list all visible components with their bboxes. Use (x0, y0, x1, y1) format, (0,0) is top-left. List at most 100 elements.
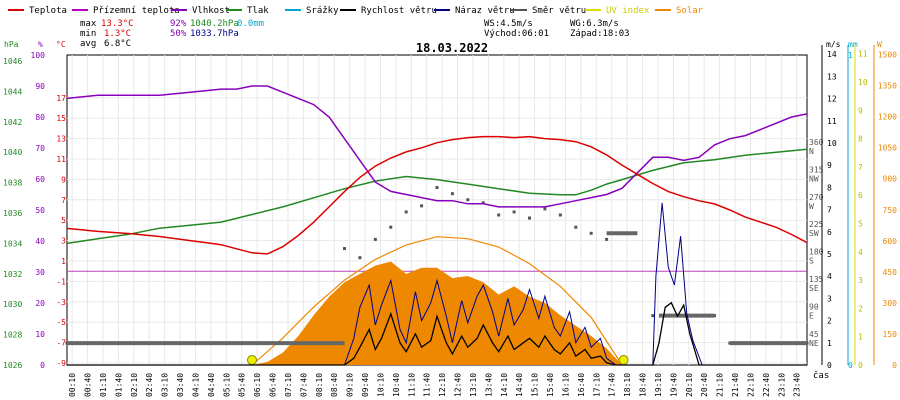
tick-label-wm2: 1500 (878, 51, 897, 60)
temperature-line (66, 135, 808, 255)
axis-unit-ms: m/s (826, 40, 841, 49)
tick-label-dir-name: E (809, 312, 814, 321)
legend-label: Srážky (306, 6, 339, 16)
wind-direction-point (373, 237, 377, 241)
wind-direction-point (435, 186, 439, 190)
legend-label: UV index (606, 6, 650, 16)
stat-avg-label: avg (80, 39, 96, 49)
tick-label-dir-deg: 270 (809, 193, 824, 202)
wind-speed-line (67, 301, 807, 366)
tick-label-dir-deg: 315 (809, 165, 824, 174)
wind-direction-point (512, 210, 516, 214)
stat-max-label: max (80, 19, 97, 29)
tick-label-wm2: 450 (883, 268, 898, 277)
stat-max-hum: 92% (170, 19, 187, 29)
info-ws: WS:4.5m/s (484, 19, 533, 29)
tick-label-x: 17:10 (592, 373, 601, 397)
tick-label-uv: 8 (858, 135, 863, 144)
chart-title: 18.03.2022 (416, 41, 488, 55)
stat-max-temp: 13.3°C (101, 19, 134, 29)
tick-label-x: 03:10 (161, 373, 170, 397)
tick-label-pct: 0 (40, 361, 45, 370)
tick-label-uv: 2 (858, 304, 863, 313)
tick-label-x: 10:10 (376, 373, 385, 397)
humidity-line (66, 85, 808, 208)
wind-direction-point (420, 204, 424, 208)
tick-label-pct: 20 (35, 299, 45, 308)
tick-label-hpa: 1046 (3, 57, 22, 66)
legend-label: Směr větru (532, 6, 586, 16)
tick-label-ms: 6 (827, 228, 832, 237)
tick-label-temp: 1 (61, 257, 66, 266)
wind-direction-point (497, 213, 501, 217)
axis-unit-pct: % (38, 40, 43, 49)
tick-label-pct: 10 (35, 330, 45, 339)
tick-label-x: 19:10 (654, 373, 663, 397)
legend-label: Rychlost větru (361, 6, 437, 16)
tick-label-dir-name: W (809, 202, 814, 211)
tick-label-hpa: 1026 (3, 361, 22, 370)
tick-label-dir-deg: 45 (809, 330, 819, 339)
tick-label-dir-name: SW (809, 229, 819, 238)
tick-label-ms: 0 (827, 361, 832, 370)
tick-label-temp: -7 (56, 339, 66, 348)
tick-label-dir-deg: 225 (809, 220, 824, 229)
tick-label-wm2: 900 (883, 175, 898, 184)
tick-label-temp: -9 (56, 359, 66, 368)
tick-label-hpa: 1040 (3, 148, 22, 157)
tick-label-hpa: 1042 (3, 118, 22, 127)
tick-label-pct: 60 (35, 175, 45, 184)
wind-direction-point (481, 201, 485, 205)
tick-label-x: 14:10 (500, 373, 509, 397)
tick-label-dir-deg: 90 (809, 303, 819, 312)
tick-label-uv: 1 (858, 333, 863, 342)
tick-label-wm2: 1200 (878, 113, 897, 122)
tick-label-temp: 7 (61, 196, 66, 205)
tick-label-x: 10:40 (392, 373, 401, 397)
tick-label-x: 04:10 (191, 373, 200, 397)
legend-label: Náraz větru (455, 6, 515, 16)
tick-label-uv: 5 (858, 220, 863, 229)
wind-direction-point (343, 247, 346, 251)
legend-label: Solar (676, 6, 704, 16)
tick-label-x: 04:40 (207, 373, 216, 397)
tick-label-mm: 1 (848, 51, 853, 60)
tick-label-x: 03:40 (176, 373, 185, 397)
tick-label-pct: 80 (35, 113, 45, 122)
sunrise-marker (247, 355, 257, 365)
sunset-marker (618, 355, 629, 365)
tick-label-x: 12:40 (454, 373, 463, 397)
tick-label-dir-name: N (809, 147, 814, 156)
tick-label-pct: 70 (35, 144, 45, 153)
tick-label-dir-deg: 135 (809, 275, 824, 284)
tick-label-ms: 9 (827, 161, 832, 170)
tick-label-x: 20:40 (700, 373, 709, 397)
tick-label-temp: 15 (56, 114, 66, 123)
tick-label-x: 13:10 (469, 373, 478, 397)
tick-label-x: 12:10 (438, 373, 447, 397)
tick-label-ms: 1 (827, 339, 832, 348)
tick-label-ms: 11 (827, 117, 837, 126)
stat-min-label: min (80, 29, 96, 39)
tick-label-ms: 5 (827, 250, 832, 259)
tick-label-dir-name: NE (809, 339, 819, 348)
tick-label-temp: -5 (56, 318, 66, 327)
axis-unit-hpa: hPa (4, 40, 19, 49)
tick-label-x: 22:10 (746, 373, 755, 397)
tick-label-temp: 13 (56, 135, 66, 144)
tick-label-x: 05:40 (238, 373, 247, 397)
wind-direction-point (589, 231, 593, 235)
tick-label-x: 00:10 (68, 373, 77, 397)
tick-label-dir-deg: 360 (809, 138, 824, 147)
tick-label-ms: 3 (827, 294, 832, 303)
legend-label: Vlhkost (192, 6, 230, 16)
tick-label-x: 20:10 (685, 373, 694, 397)
tick-label-hpa: 1032 (3, 270, 22, 279)
wind-direction-point (651, 314, 655, 318)
tick-label-temp: -1 (56, 277, 66, 286)
tick-label-hpa: 1028 (3, 331, 22, 340)
tick-label-wm2: 300 (883, 299, 898, 308)
stat-max-press: 1040.2hPa (190, 19, 239, 29)
tick-label-wm2: 600 (883, 237, 898, 246)
